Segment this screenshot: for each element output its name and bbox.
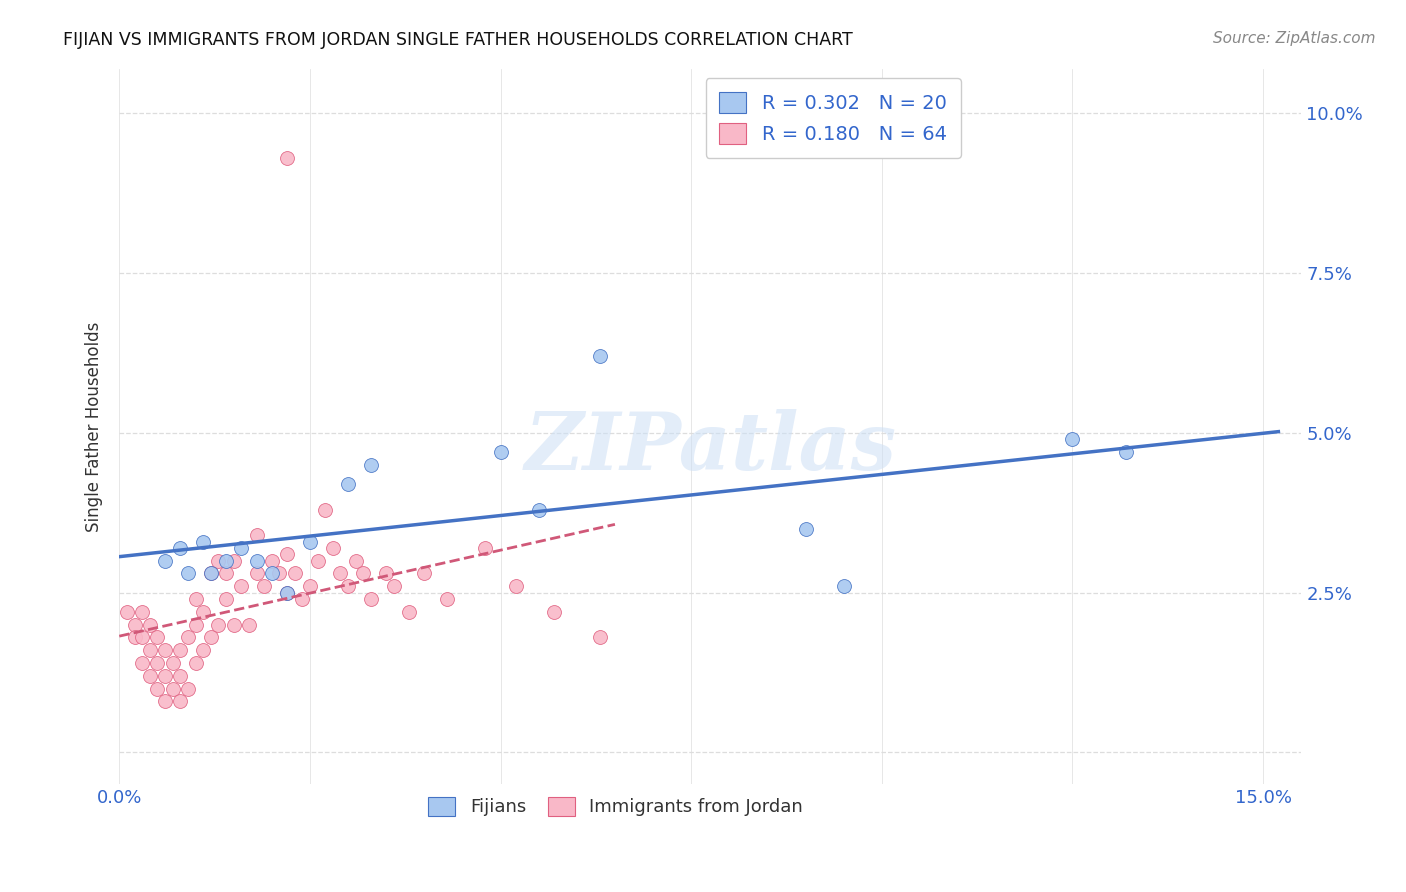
Point — [253, 579, 276, 593]
Point — [177, 681, 200, 696]
Point — [124, 631, 146, 645]
Point — [276, 547, 298, 561]
Point — [184, 592, 207, 607]
Point — [276, 585, 298, 599]
Point — [207, 554, 229, 568]
Point — [314, 502, 336, 516]
Point — [184, 656, 207, 670]
Point — [169, 643, 191, 657]
Point — [153, 554, 176, 568]
Point — [352, 566, 374, 581]
Point — [269, 566, 291, 581]
Point — [131, 631, 153, 645]
Point — [153, 669, 176, 683]
Text: FIJIAN VS IMMIGRANTS FROM JORDAN SINGLE FATHER HOUSEHOLDS CORRELATION CHART: FIJIAN VS IMMIGRANTS FROM JORDAN SINGLE … — [63, 31, 853, 49]
Point — [589, 349, 612, 363]
Point — [184, 617, 207, 632]
Point — [832, 579, 855, 593]
Point — [153, 694, 176, 708]
Point — [436, 592, 458, 607]
Point — [146, 631, 169, 645]
Point — [505, 579, 527, 593]
Point — [360, 458, 382, 472]
Point — [1115, 445, 1137, 459]
Point — [124, 617, 146, 632]
Point — [337, 579, 360, 593]
Point — [337, 477, 360, 491]
Y-axis label: Single Father Households: Single Father Households — [86, 321, 103, 532]
Point — [139, 617, 162, 632]
Point — [322, 541, 344, 555]
Point — [360, 592, 382, 607]
Point — [276, 585, 298, 599]
Point — [215, 554, 238, 568]
Point — [222, 554, 245, 568]
Point — [200, 566, 222, 581]
Point — [375, 566, 398, 581]
Text: ZIPatlas: ZIPatlas — [524, 409, 897, 487]
Point — [139, 669, 162, 683]
Point — [260, 566, 283, 581]
Point — [169, 669, 191, 683]
Point — [191, 643, 214, 657]
Point — [527, 502, 550, 516]
Point — [231, 541, 253, 555]
Point — [291, 592, 314, 607]
Point — [245, 528, 267, 542]
Point — [413, 566, 436, 581]
Point — [298, 534, 321, 549]
Point — [191, 605, 214, 619]
Point — [231, 579, 253, 593]
Legend: Fijians, Immigrants from Jordan: Fijians, Immigrants from Jordan — [419, 788, 813, 825]
Point — [382, 579, 405, 593]
Point — [344, 554, 367, 568]
Point — [276, 151, 298, 165]
Point — [307, 554, 329, 568]
Point — [245, 554, 267, 568]
Point — [222, 617, 245, 632]
Point — [115, 605, 138, 619]
Point — [794, 522, 817, 536]
Point — [215, 566, 238, 581]
Point — [177, 566, 200, 581]
Point — [177, 631, 200, 645]
Point — [329, 566, 352, 581]
Point — [131, 656, 153, 670]
Point — [489, 445, 512, 459]
Point — [245, 566, 267, 581]
Point — [474, 541, 496, 555]
Point — [215, 592, 238, 607]
Point — [200, 566, 222, 581]
Point — [543, 605, 565, 619]
Point — [1062, 432, 1084, 446]
Point — [169, 541, 191, 555]
Point — [169, 694, 191, 708]
Point — [146, 681, 169, 696]
Point — [260, 554, 283, 568]
Point — [153, 643, 176, 657]
Point — [589, 631, 612, 645]
Point — [207, 617, 229, 632]
Point — [162, 656, 184, 670]
Text: Source: ZipAtlas.com: Source: ZipAtlas.com — [1212, 31, 1375, 46]
Point — [191, 534, 214, 549]
Point — [238, 617, 260, 632]
Point — [131, 605, 153, 619]
Point — [398, 605, 420, 619]
Point — [298, 579, 321, 593]
Point — [200, 631, 222, 645]
Point — [146, 656, 169, 670]
Point — [139, 643, 162, 657]
Point — [162, 681, 184, 696]
Point — [284, 566, 307, 581]
